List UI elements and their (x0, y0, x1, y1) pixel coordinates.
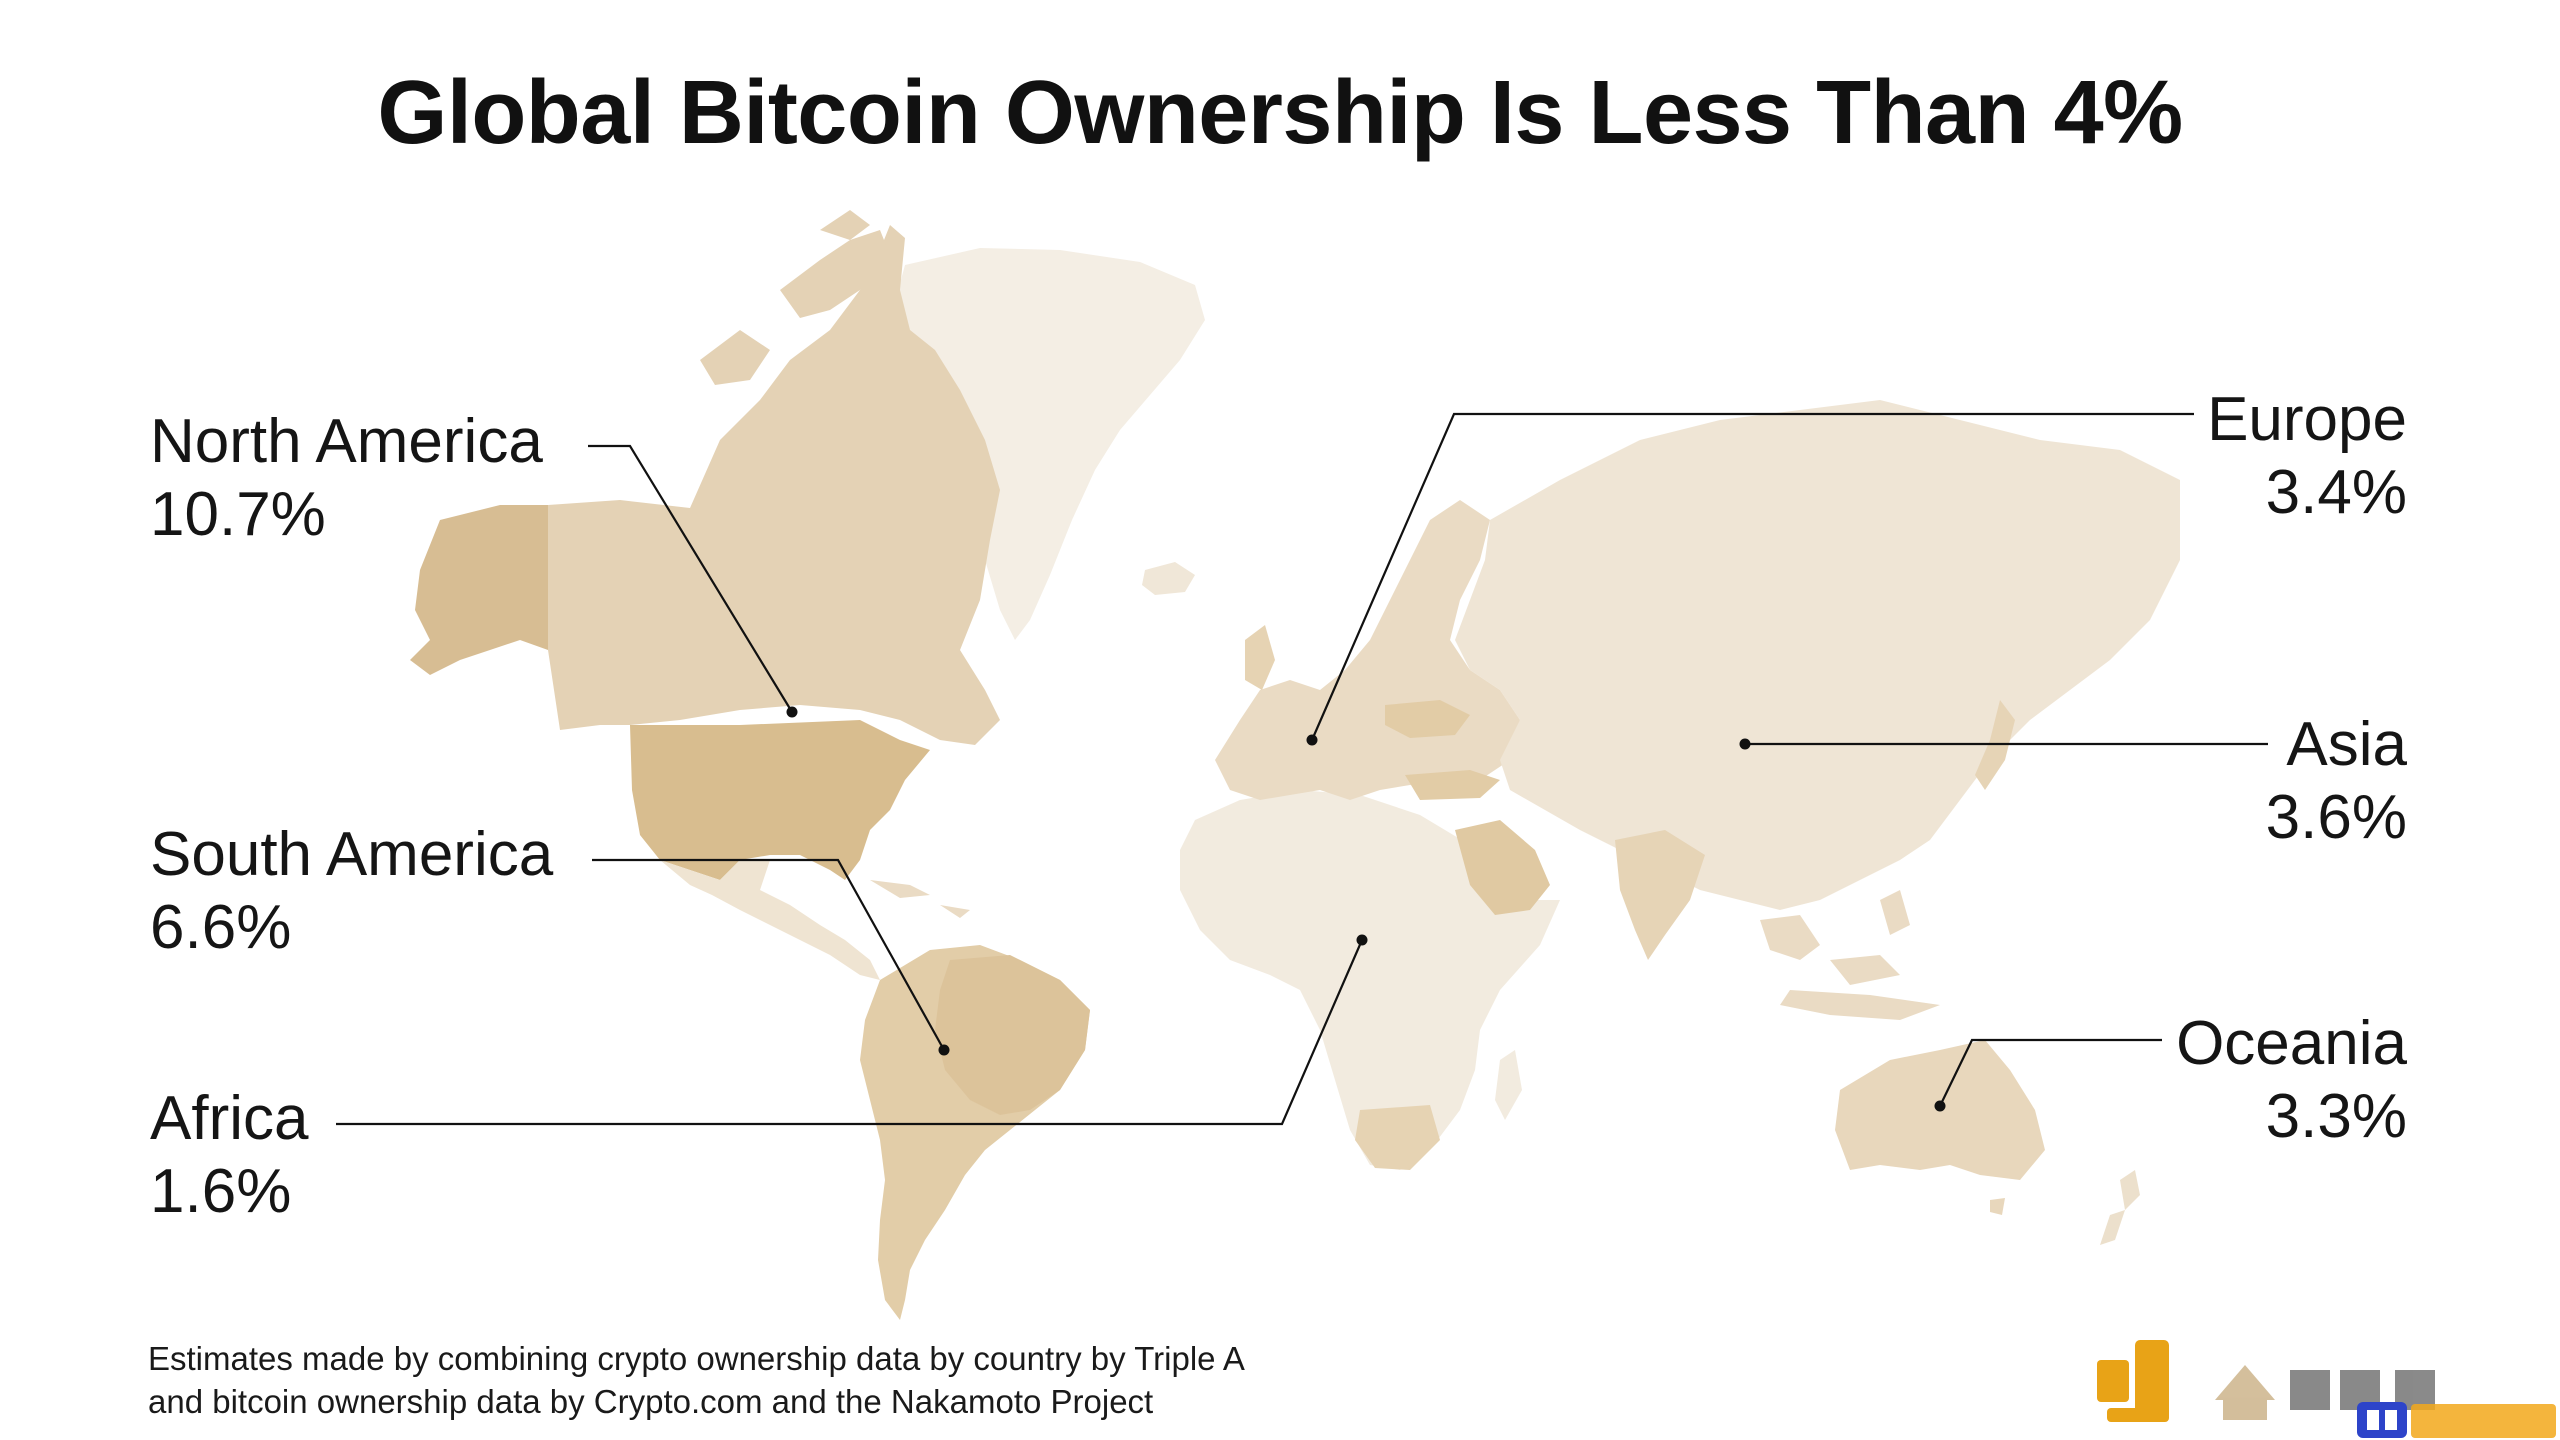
map-usa (630, 720, 930, 880)
map-brazil (935, 955, 1090, 1115)
map-greenland (890, 248, 1205, 640)
brand-watermark (2097, 1340, 2556, 1438)
map-uk (1245, 625, 1275, 690)
map-saudi-arabia (1455, 820, 1550, 915)
map-alaska (410, 505, 548, 675)
leader-lines (336, 412, 2268, 1126)
source-note-line: and bitcoin ownership data by Crypto.com… (148, 1382, 1154, 1420)
dot-south-america (938, 1044, 950, 1056)
label-asia: Asia 3.6% (2266, 708, 2407, 854)
map-southern-africa (1355, 1105, 1440, 1170)
map-iceland (1142, 562, 1195, 595)
region-value: 3.4% (2265, 458, 2407, 528)
map-arctic-islands (700, 210, 890, 385)
region-value: 10.7% (150, 480, 326, 550)
map-caribbean (870, 880, 970, 918)
label-oceania: Oceania 3.3% (2176, 1007, 2407, 1153)
leader-africa (336, 939, 1364, 1126)
map-africa (1180, 790, 1560, 1170)
map-asia (1455, 400, 2180, 910)
region-name: Asia (2286, 710, 2407, 779)
map-tasmania (1990, 1198, 2005, 1215)
map-mexico (660, 860, 880, 980)
map-turkey (1405, 770, 1500, 800)
region-name: Oceania (2176, 1009, 2407, 1078)
leader-oceania (1939, 1038, 2162, 1107)
region-name: South America (150, 820, 554, 889)
label-africa: Africa 1.6% (150, 1082, 308, 1228)
leader-south-america (592, 858, 945, 1051)
region-value: 3.3% (2265, 1082, 2407, 1152)
region-value: 1.6% (150, 1157, 292, 1227)
region-value: 6.6% (150, 893, 292, 963)
label-europe: Europe 3.4% (2207, 383, 2407, 529)
dot-oceania (1934, 1100, 1946, 1112)
map-southeast-asia (1760, 890, 1940, 1020)
leader-dots (786, 706, 1946, 1112)
source-note: Estimates made by combining crypto owner… (148, 1338, 1245, 1424)
region-name: North America (150, 407, 543, 476)
page-title: Global Bitcoin Ownership Is Less Than 4% (377, 63, 2183, 163)
dot-africa (1356, 934, 1368, 946)
dot-asia (1739, 738, 1751, 750)
leader-europe (1310, 412, 2194, 741)
dot-north-america (786, 706, 798, 718)
dot-europe (1306, 734, 1318, 746)
label-north-america: North America 10.7% (150, 405, 543, 551)
watermark-badge-icon (2357, 1402, 2556, 1438)
region-value: 3.6% (2265, 783, 2407, 853)
label-south-america: South America 6.6% (150, 818, 553, 964)
brand-logo-icon (2097, 1340, 2169, 1422)
region-name: Africa (150, 1084, 309, 1153)
region-name: Europe (2207, 385, 2407, 454)
source-note-line: Estimates made by combining crypto owner… (148, 1340, 1245, 1377)
map-india (1615, 830, 1705, 960)
map-canada (548, 225, 1000, 745)
leader-north-america (588, 444, 793, 713)
map-new-zealand (2100, 1170, 2140, 1245)
watermark-logo-icon (2215, 1365, 2435, 1420)
map-ukraine (1385, 700, 1470, 738)
map-madagascar (1495, 1050, 1522, 1120)
